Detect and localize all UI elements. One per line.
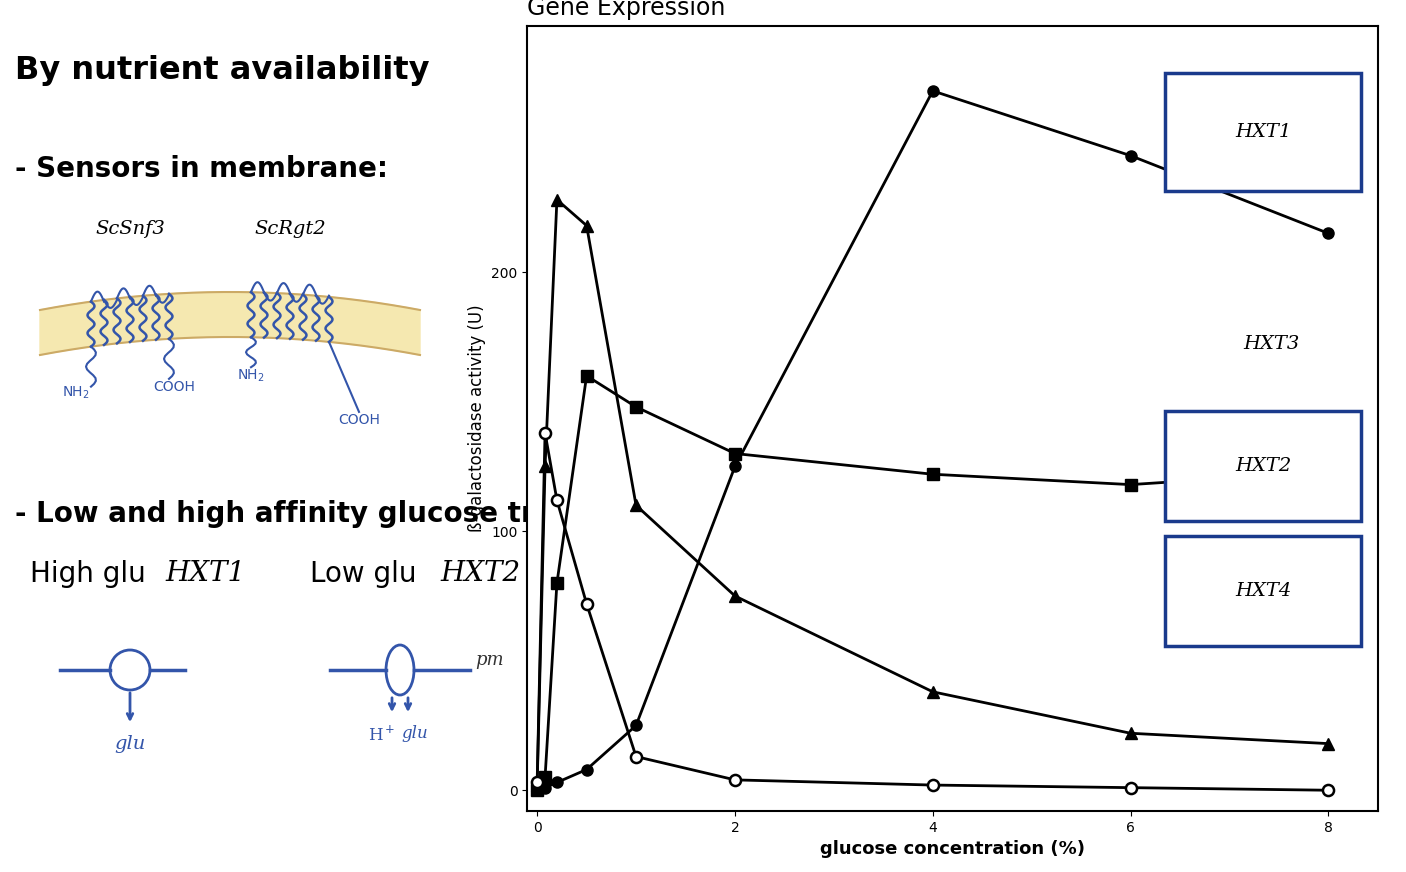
Text: ScSnf3: ScSnf3 — [96, 220, 165, 238]
Text: pm: pm — [475, 651, 503, 669]
Text: COOH: COOH — [337, 412, 380, 427]
Text: H$^+$: H$^+$ — [368, 725, 395, 745]
Text: HXT2: HXT2 — [1234, 457, 1291, 474]
Text: COOH: COOH — [153, 380, 195, 394]
FancyBboxPatch shape — [1166, 536, 1361, 646]
FancyBboxPatch shape — [1166, 411, 1361, 521]
Polygon shape — [39, 292, 420, 355]
X-axis label: glucose concentration (%): glucose concentration (%) — [820, 841, 1085, 858]
Text: glu: glu — [114, 735, 146, 753]
FancyBboxPatch shape — [1166, 73, 1361, 191]
Text: High glu: High glu — [30, 560, 155, 588]
Text: - Sensors in membrane:: - Sensors in membrane: — [15, 155, 388, 183]
Text: HXT1: HXT1 — [1234, 123, 1291, 141]
Text: Gene Expression: Gene Expression — [527, 0, 725, 20]
Text: NH$_2$: NH$_2$ — [62, 385, 90, 401]
Text: By nutrient availability: By nutrient availability — [15, 55, 429, 86]
Text: HXT2 & 4: HXT2 & 4 — [440, 560, 581, 587]
Text: NH$_2$: NH$_2$ — [238, 367, 264, 384]
Text: HXT3: HXT3 — [1243, 335, 1299, 353]
Text: - Low and high affinity glucose transporters:: - Low and high affinity glucose transpor… — [15, 500, 716, 528]
Text: ScRgt2: ScRgt2 — [254, 220, 326, 238]
Text: HXT1: HXT1 — [165, 560, 245, 587]
Y-axis label: ß-galactosidase activity (U): ß-galactosidase activity (U) — [468, 304, 485, 533]
Text: HXT4: HXT4 — [1234, 582, 1291, 600]
Text: glu: glu — [402, 725, 429, 742]
Text: Low glu: Low glu — [309, 560, 426, 588]
